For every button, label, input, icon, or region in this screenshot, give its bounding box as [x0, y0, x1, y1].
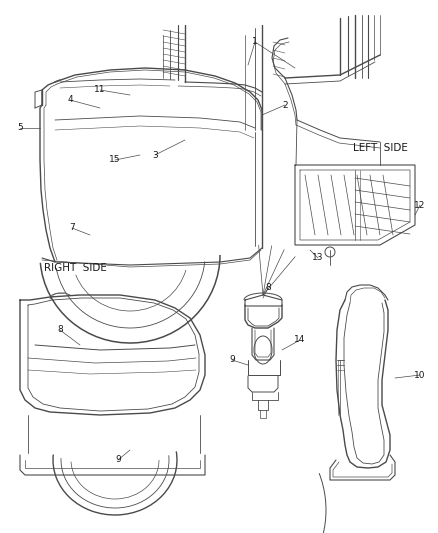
Text: 15: 15: [109, 156, 121, 165]
Text: 3: 3: [152, 150, 158, 159]
Text: 9: 9: [115, 456, 121, 464]
Text: 8: 8: [265, 284, 271, 293]
Text: 4: 4: [67, 95, 73, 104]
Text: LEFT  SIDE: LEFT SIDE: [353, 143, 407, 153]
Text: 13: 13: [312, 254, 324, 262]
Text: 12: 12: [414, 200, 426, 209]
Text: RIGHT  SIDE: RIGHT SIDE: [43, 263, 106, 273]
Text: 10: 10: [414, 370, 426, 379]
Text: 1: 1: [252, 37, 258, 46]
Text: 7: 7: [69, 223, 75, 232]
Text: 8: 8: [57, 326, 63, 335]
Text: 2: 2: [282, 101, 288, 109]
Text: 5: 5: [17, 124, 23, 133]
Text: 11: 11: [94, 85, 106, 94]
Text: 9: 9: [229, 356, 235, 365]
Text: 14: 14: [294, 335, 306, 344]
